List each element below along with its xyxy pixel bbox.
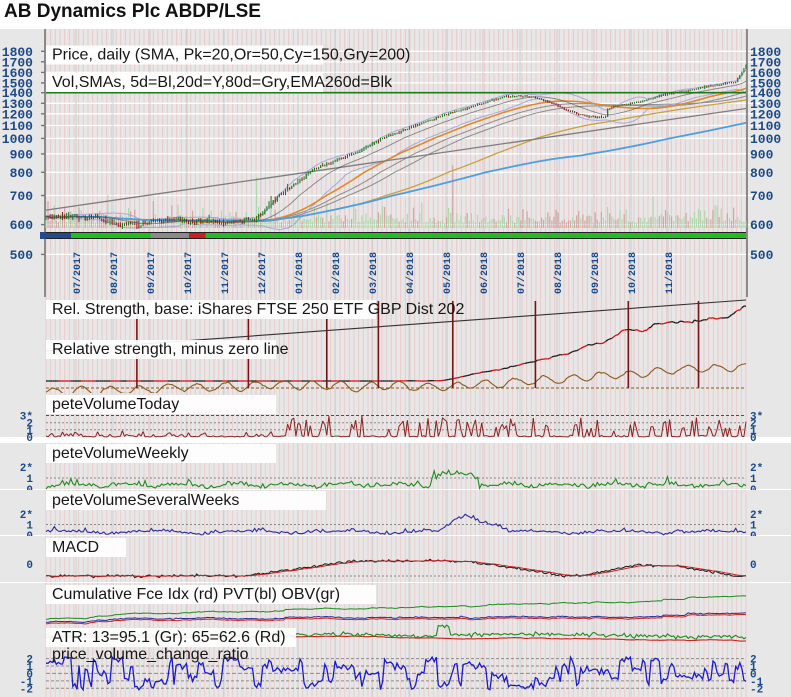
svg-text:1000: 1000 xyxy=(750,132,781,147)
svg-text:09/2017: 09/2017 xyxy=(146,252,158,294)
svg-text:09/2018: 09/2018 xyxy=(590,252,602,294)
svg-text:peteVolumeWeekly: peteVolumeWeekly xyxy=(52,445,189,462)
svg-text:500: 500 xyxy=(750,248,774,263)
svg-text:Price, daily (SMA, Pk=20,Or=50: Price, daily (SMA, Pk=20,Or=50,Cy=150,Gr… xyxy=(52,47,410,64)
svg-text:Rel. Strength, base: iShares F: Rel. Strength, base: iShares FTSE 250 ET… xyxy=(52,301,464,318)
svg-text:06/2018: 06/2018 xyxy=(479,252,491,294)
svg-text:12/2017: 12/2017 xyxy=(257,252,269,294)
svg-text:800: 800 xyxy=(750,166,774,181)
svg-text:08/2018: 08/2018 xyxy=(553,252,565,294)
svg-text:1800: 1800 xyxy=(750,45,781,60)
svg-text:08/2017: 08/2017 xyxy=(109,252,121,294)
svg-text:-2: -2 xyxy=(20,684,33,696)
svg-text:peteVolumeSeveralWeeks: peteVolumeSeveralWeeks xyxy=(52,492,239,509)
svg-text:11/2017: 11/2017 xyxy=(220,252,232,294)
svg-text:07/2018: 07/2018 xyxy=(516,252,528,294)
svg-text:03/2018: 03/2018 xyxy=(368,252,380,294)
svg-text:600: 600 xyxy=(10,218,34,233)
svg-text:01/2018: 01/2018 xyxy=(294,252,306,294)
svg-text:900: 900 xyxy=(750,147,774,162)
svg-text:04/2018: 04/2018 xyxy=(405,252,417,294)
svg-text:02/2018: 02/2018 xyxy=(331,252,343,294)
svg-text:10/2018: 10/2018 xyxy=(627,252,639,294)
svg-text:600: 600 xyxy=(750,218,774,233)
svg-text:11/2018: 11/2018 xyxy=(664,252,676,294)
svg-text:Cumulative Fce Idx (rd) PVT(bl: Cumulative Fce Idx (rd) PVT(bl) OBV(gr) xyxy=(52,586,340,603)
svg-text:Vol,SMAs, 5d=Bl,20d=Y,80d=Gry,: Vol,SMAs, 5d=Bl,20d=Y,80d=Gry,EMA260d=Bl… xyxy=(52,74,393,91)
svg-text:800: 800 xyxy=(10,166,34,181)
svg-text:500: 500 xyxy=(10,248,34,263)
svg-text:1000: 1000 xyxy=(2,132,33,147)
svg-text:0: 0 xyxy=(750,560,757,572)
svg-text:05/2018: 05/2018 xyxy=(442,252,454,294)
svg-text:1800: 1800 xyxy=(2,45,33,60)
svg-text:07/2017: 07/2017 xyxy=(72,252,84,294)
svg-text:MACD: MACD xyxy=(52,539,99,556)
svg-text:700: 700 xyxy=(750,189,774,204)
svg-text:price_volume_change_ratio: price_volume_change_ratio xyxy=(52,646,249,663)
svg-text:-2: -2 xyxy=(750,684,763,696)
svg-text:10/2017: 10/2017 xyxy=(183,252,195,294)
svg-text:peteVolumeToday: peteVolumeToday xyxy=(52,396,179,413)
svg-text:0: 0 xyxy=(26,560,33,572)
svg-text:Relative strength, minus zero: Relative strength, minus zero line xyxy=(52,341,289,358)
svg-text:ATR: 13=95.1 (Gr): 65=62.6 (Rd: ATR: 13=95.1 (Gr): 65=62.6 (Rd) xyxy=(52,629,286,646)
svg-text:700: 700 xyxy=(10,189,34,204)
svg-text:900: 900 xyxy=(10,147,34,162)
